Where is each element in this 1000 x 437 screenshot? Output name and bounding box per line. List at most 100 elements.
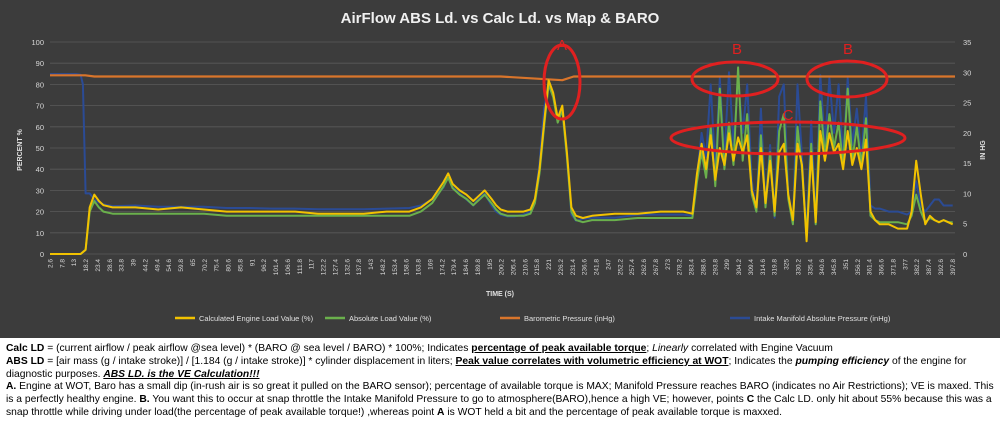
x-tick-label: 54.6	[166, 259, 173, 272]
note-abs-ld: ABS LD = [air mass (g / intake stroke)] …	[6, 356, 996, 382]
y-left-tick-label: 80	[36, 80, 44, 89]
x-tick-label: 13	[71, 259, 78, 267]
x-tick-label: 195	[487, 259, 494, 270]
x-tick-label: 80.6	[226, 259, 233, 272]
x-tick-label: 122.2	[321, 259, 328, 276]
y-left-tick-label: 100	[31, 38, 44, 47]
x-tick-label: 325	[784, 259, 791, 270]
x-tick-label: 137.8	[356, 259, 363, 276]
annotation-ellipse-2	[805, 59, 889, 99]
abs-ld-highlight: Peak value correlates with volumetric ef…	[455, 355, 729, 367]
y-left-tick-label: 40	[36, 165, 44, 174]
x-tick-label: 111.8	[297, 259, 304, 275]
x-tick-label: 382.2	[914, 259, 921, 276]
x-tick-label: 397.8	[950, 259, 957, 276]
x-tick-label: 221	[546, 259, 553, 270]
y-right-tick-label: 0	[963, 250, 967, 259]
annotation-ellipse-0	[542, 43, 582, 121]
x-tick-label: 356.2	[855, 259, 862, 276]
x-tick-label: 59.8	[178, 259, 185, 272]
x-tick-label: 231.4	[570, 259, 577, 276]
x-tick-label: 28.6	[107, 259, 114, 272]
calc-ld-rest: correlated with Engine Vacuum	[688, 343, 833, 354]
point-c-text: the Calc LD. only hit about 55% because …	[6, 394, 992, 418]
x-tick-label: 247	[605, 259, 612, 270]
y-left-tick-label: 20	[36, 208, 44, 217]
y-left-tick-label: 50	[36, 144, 44, 153]
x-tick-label: 7.8	[59, 259, 66, 268]
x-tick-label: 215.8	[534, 259, 541, 276]
axis-layer: 0 10 20 30 40 50 60 70 80 90 100 0 5 10 15 20 25 30 35 2.6 7…	[31, 38, 971, 275]
x-tick-label: 75.4	[214, 259, 221, 272]
x-tick-label: 319.8	[772, 259, 779, 276]
y-axis-left-label: PERCENT %	[17, 128, 24, 170]
x-tick-label: 143	[368, 259, 375, 270]
x-tick-label: 330.2	[795, 259, 802, 276]
point-c-label: C	[746, 394, 755, 406]
x-tick-label: 241.8	[594, 259, 601, 276]
x-tick-label: 392.6	[938, 259, 945, 276]
x-tick-label: 340.6	[819, 259, 826, 276]
x-tick-label: 252.2	[617, 259, 624, 276]
x-tick-label: 366.6	[879, 259, 886, 276]
x-tick-label: 335.4	[807, 259, 814, 276]
x-tick-label: 96.2	[261, 259, 268, 272]
x-tick-label: 174.2	[439, 259, 446, 276]
x-tick-label: 148.2	[380, 259, 387, 276]
x-tick-label: 351	[843, 259, 850, 270]
x-tick-label: 288.6	[700, 259, 707, 276]
x-tick-label: 85.8	[237, 259, 244, 272]
x-tick-label: 377	[902, 259, 909, 270]
x-tick-label: 361.4	[867, 259, 874, 276]
x-tick-label: 309.4	[748, 259, 755, 276]
point-b-text: You want this to occur at snap throttle …	[149, 394, 747, 406]
calc-ld-sep: ;	[646, 343, 653, 354]
x-tick-label: 299	[724, 259, 731, 270]
y-left-tick-label: 90	[36, 59, 44, 68]
abs-ld-term: ABS LD	[6, 355, 45, 367]
x-tick-label: 273	[665, 259, 672, 270]
y-right-tick-label: 5	[963, 220, 967, 229]
y-left-tick-label: 70	[36, 102, 44, 111]
series-layer	[50, 66, 955, 255]
annotation-label-2: B	[843, 41, 853, 58]
x-tick-label: 2.6	[48, 259, 55, 268]
legend-label-3: Intake Manifold Absolute Pressure (inHg)	[754, 314, 891, 323]
x-tick-label: 257.4	[629, 259, 636, 276]
notes: Calc LD = (current airflow / peak airflo…	[6, 343, 996, 420]
x-tick-label: 387.4	[926, 259, 933, 276]
point-d-text: is WOT held a bit and the percentage of …	[444, 406, 782, 418]
x-tick-label: 158.6	[404, 259, 411, 276]
x-tick-label: 179.4	[451, 259, 458, 276]
series-line-3	[50, 71, 953, 237]
y-right-tick-label: 10	[963, 189, 971, 198]
series-line-2	[50, 74, 955, 82]
chart-svg: AirFlow ABS Ld. vs Calc Ld. vs Map & BAR…	[17, 10, 987, 323]
y-left-tick-label: 10	[36, 229, 44, 238]
legend-label-1: Absolute Load Value (%)	[349, 314, 432, 323]
y-left-tick-label: 60	[36, 123, 44, 132]
note-calc-ld: Calc LD = (current airflow / peak airflo…	[6, 343, 996, 356]
calc-ld-formula: = (current airflow / peak airflow @sea l…	[44, 343, 472, 354]
chart-panel: AirFlow ABS Ld. vs Calc Ld. vs Map & BAR…	[0, 0, 1000, 338]
y-right-tick-label: 25	[963, 99, 971, 108]
y-right-tick-label: 35	[963, 38, 971, 47]
point-b-label: B.	[139, 394, 150, 406]
series-line-0	[50, 79, 954, 255]
grid-layer	[50, 41, 955, 255]
x-tick-label: 293.8	[712, 259, 719, 276]
x-tick-label: 169	[427, 259, 434, 270]
y-right-tick-label: 30	[963, 68, 971, 77]
x-tick-label: 106.6	[285, 259, 292, 276]
annotation-label-3: C	[783, 107, 794, 124]
x-tick-label: 65	[190, 259, 197, 267]
x-tick-label: 153.4	[392, 259, 399, 276]
series-line-1	[50, 66, 953, 255]
x-tick-label: 278.2	[677, 259, 684, 276]
point-a2-label: A	[437, 406, 445, 418]
y-axis-right-label: IN HG	[980, 140, 987, 160]
y-left-tick-label: 30	[36, 186, 44, 195]
x-tick-label: 205.4	[511, 259, 518, 276]
x-tick-label: 18.2	[83, 259, 90, 272]
x-tick-label: 132.6	[344, 259, 351, 276]
